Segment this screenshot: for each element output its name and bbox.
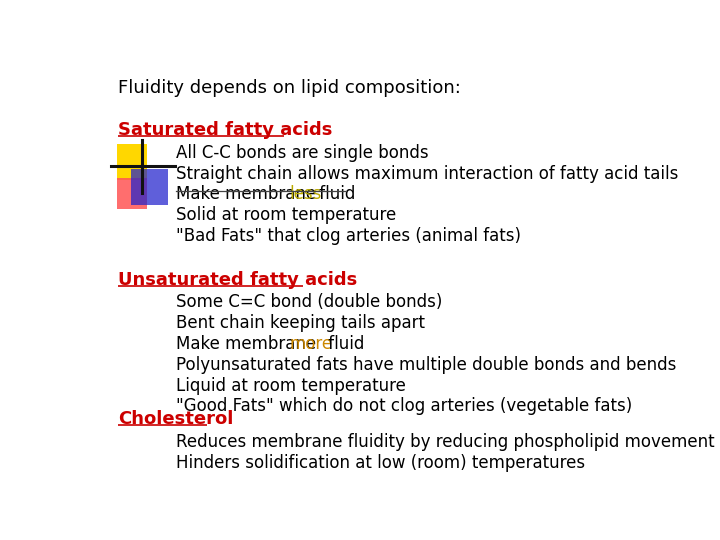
Text: Make membrane: Make membrane [176, 335, 322, 353]
Text: All C-C bonds are single bonds: All C-C bonds are single bonds [176, 144, 429, 162]
Text: Hinders solidification at low (room) temperatures: Hinders solidification at low (room) tem… [176, 454, 585, 471]
Text: Bent chain keeping tails apart: Bent chain keeping tails apart [176, 314, 426, 332]
Text: fluid: fluid [323, 335, 364, 353]
Text: Unsaturated fatty acids: Unsaturated fatty acids [118, 271, 357, 288]
Text: Fluidity depends on lipid composition:: Fluidity depends on lipid composition: [118, 79, 461, 97]
Text: Some C=C bond (double bonds): Some C=C bond (double bonds) [176, 294, 443, 312]
Text: less: less [289, 185, 322, 204]
Text: "Bad Fats" that clog arteries (animal fats): "Bad Fats" that clog arteries (animal fa… [176, 227, 521, 245]
Text: Saturated fatty acids: Saturated fatty acids [118, 121, 332, 139]
Bar [117, 178, 147, 210]
Text: Cholesterol: Cholesterol [118, 410, 233, 428]
Text: "Good Fats" which do not clog arteries (vegetable fats): "Good Fats" which do not clog arteries (… [176, 397, 633, 415]
Bar [117, 144, 147, 180]
Text: Make membrane: Make membrane [176, 185, 322, 204]
Text: Reduces membrane fluidity by reducing phospholipid movement: Reduces membrane fluidity by reducing ph… [176, 433, 715, 451]
Text: Liquid at room temperature: Liquid at room temperature [176, 377, 406, 395]
Text: more: more [289, 335, 333, 353]
Bar [131, 168, 168, 205]
Text: fluid: fluid [314, 185, 356, 204]
Text: Straight chain allows maximum interaction of fatty acid tails: Straight chain allows maximum interactio… [176, 165, 679, 183]
Text: Polyunsaturated fats have multiple double bonds and bends: Polyunsaturated fats have multiple doubl… [176, 356, 677, 374]
Text: Solid at room temperature: Solid at room temperature [176, 206, 397, 224]
